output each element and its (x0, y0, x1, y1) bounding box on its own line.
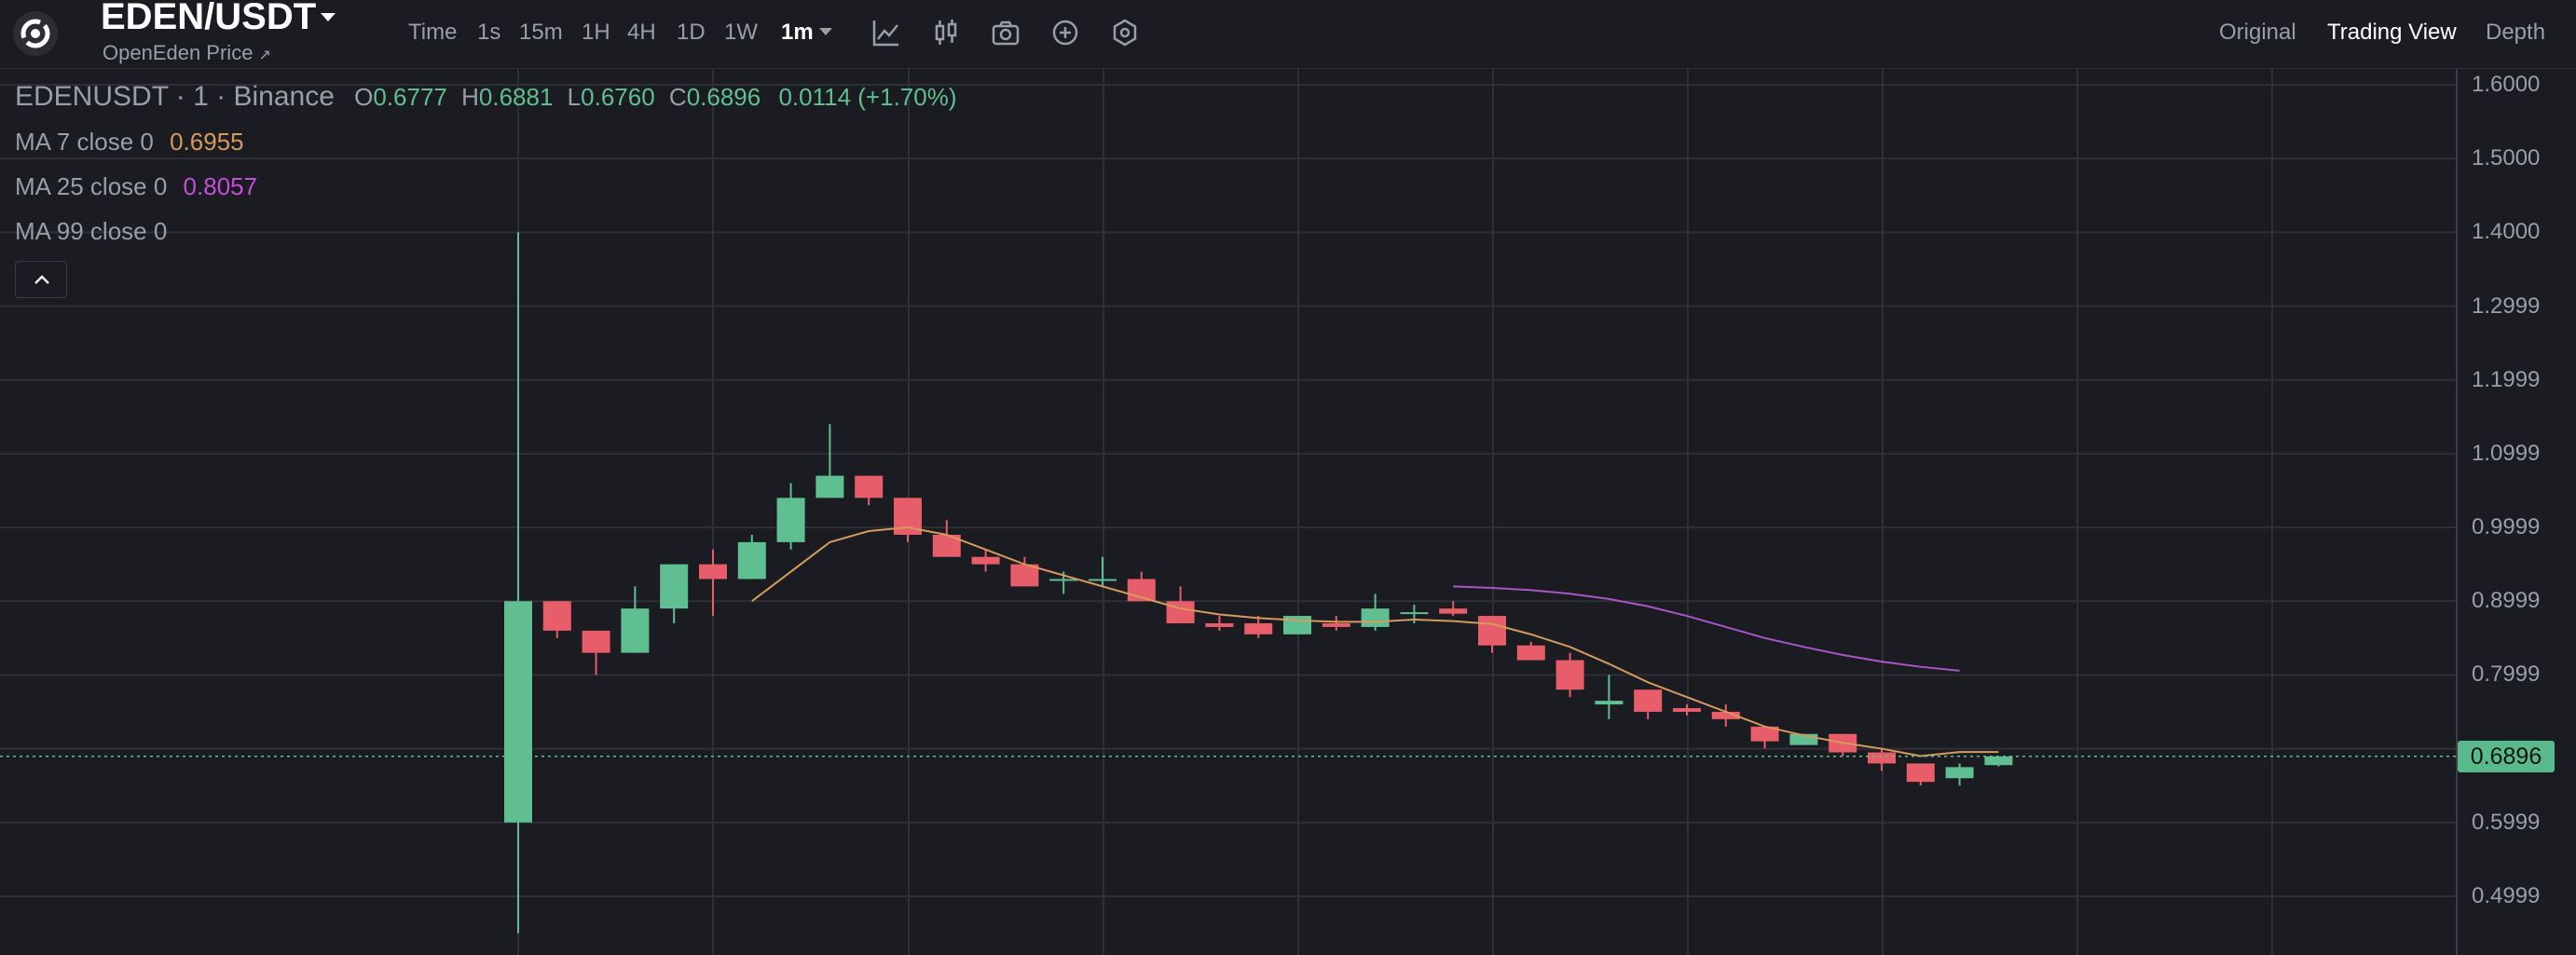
top-bar: EDEN/USDT OpenEden Price ↗ Time 1s 15m 1H… (0, 0, 2576, 69)
price-axis-label: 0.8999 (2472, 588, 2541, 614)
timeframe-1d[interactable]: 1D (677, 20, 706, 45)
legend-close-value: 0.6896 (686, 83, 761, 111)
last-price-tag: 0.6896 (2458, 740, 2555, 772)
legend-change: 0.0114 (+1.70%) (778, 83, 957, 111)
price-axis-label: 1.5000 (2472, 145, 2541, 171)
subtitle-text: OpenEden Price (103, 41, 253, 64)
chart-area[interactable]: EDENUSDT · 1 · Binance O0.6777 H0.6881 L… (0, 69, 2576, 955)
candle-up (1049, 579, 1078, 581)
legend-symbol: EDENUSDT · 1 · Binance (15, 81, 335, 112)
pair-title[interactable]: EDEN/USDT (101, 0, 317, 37)
candle-up (504, 601, 532, 823)
candle-up (1984, 756, 2013, 766)
price-axis-label: 0.4999 (2472, 883, 2541, 908)
candle-down (542, 601, 571, 631)
ma25-line (1453, 585, 1960, 672)
candle-down (1010, 564, 1039, 587)
candle-down (1205, 622, 1234, 627)
timeframe-1w[interactable]: 1W (724, 20, 758, 45)
line-chart-icon[interactable] (870, 17, 902, 48)
candle-down (699, 564, 727, 580)
timeframe-1m[interactable]: 1m (781, 20, 814, 45)
timeframe-15m[interactable]: 15m (519, 20, 563, 45)
legend-ma7: MA 7 close 0 0.6955 (15, 127, 244, 157)
candle-down (1478, 616, 1506, 646)
legend-low-label: L (567, 83, 582, 111)
candle-up (660, 564, 689, 609)
external-link-icon: ↗ (258, 48, 271, 63)
candle-up (815, 475, 844, 498)
legend-ma99: MA 99 close 0 (15, 216, 167, 246)
price-axis-label: 1.4000 (2472, 219, 2541, 245)
candle-up (776, 498, 805, 542)
candle-down (1906, 763, 1935, 783)
candle-down (855, 475, 884, 498)
ma7-value: 0.6955 (170, 128, 244, 156)
timeframe-1h[interactable]: 1H (582, 20, 610, 45)
price-axis-label: 1.0999 (2472, 440, 2541, 466)
timeframe-time[interactable]: Time (408, 20, 458, 45)
candle-down (582, 630, 610, 653)
tab-trading-view[interactable]: Trading View (2327, 20, 2457, 45)
price-axis-label: 0.5999 (2472, 809, 2541, 835)
legend-open-value: 0.6777 (373, 83, 447, 111)
price-axis-label: 1.1999 (2472, 366, 2541, 392)
collapse-legend-button[interactable] (15, 261, 67, 298)
tab-depth[interactable]: Depth (2486, 20, 2546, 45)
candle-down (971, 556, 1000, 565)
candle-down (1516, 645, 1545, 661)
candle-down (932, 534, 961, 557)
candle-up (1945, 767, 1974, 779)
token-logo-icon (13, 11, 58, 56)
candlestick-icon[interactable] (930, 17, 962, 48)
ma25-value: 0.8057 (183, 172, 258, 200)
candle-down (1166, 601, 1195, 623)
candle-up (1595, 701, 1624, 705)
candle-up (1789, 733, 1818, 745)
candle-down (1750, 726, 1779, 742)
price-axis-label: 0.7999 (2472, 662, 2541, 688)
ma99-label: MA 99 close 0 (15, 217, 168, 245)
candle-down (1868, 752, 1896, 764)
price-axis-label: 1.6000 (2472, 72, 2541, 97)
ma7-line (751, 526, 1999, 757)
chevron-up-icon (34, 275, 49, 284)
legend-ohlc: EDENUSDT · 1 · Binance O0.6777 H0.6881 L… (15, 82, 957, 112)
chevron-down-icon[interactable] (317, 6, 339, 28)
plus-circle-icon[interactable] (1049, 17, 1081, 48)
ma7-label: MA 7 close 0 (15, 128, 154, 156)
candle-down (1439, 608, 1468, 614)
candle-up (1089, 579, 1117, 581)
candle-down (1244, 622, 1273, 634)
ma25-label: MA 25 close 0 (15, 172, 168, 200)
candle-down (1711, 711, 1740, 719)
candle-down (1634, 689, 1663, 712)
price-axis-label: 0.9999 (2472, 514, 2541, 540)
candle-down (1555, 660, 1584, 690)
candle-up (737, 541, 766, 580)
timeframe-dropdown-icon[interactable] (816, 22, 835, 41)
candle-up (1400, 612, 1429, 615)
candle-up (1361, 608, 1390, 627)
timeframe-1s[interactable]: 1s (477, 20, 501, 45)
tab-original[interactable]: Original (2219, 20, 2296, 45)
legend-high-label: H (461, 83, 479, 111)
legend-close-label: C (668, 83, 687, 111)
timeframe-4h[interactable]: 4H (627, 20, 656, 45)
legend-low-value: 0.6760 (581, 83, 655, 111)
pair-subtitle[interactable]: OpenEden Price ↗ (103, 41, 271, 68)
settings-hex-icon[interactable] (1109, 17, 1141, 48)
candle-down (1322, 622, 1350, 627)
price-axis-label: 1.2999 (2472, 293, 2541, 319)
candle-down (1673, 708, 1701, 712)
camera-icon[interactable] (990, 17, 1021, 48)
legend-open-label: O (354, 83, 374, 111)
candle-up (1283, 616, 1311, 634)
candlestick-chart[interactable] (0, 69, 2576, 955)
legend-high-value: 0.6881 (478, 83, 554, 111)
legend-ma25: MA 25 close 0 0.8057 (15, 171, 257, 201)
candle-up (621, 608, 650, 653)
